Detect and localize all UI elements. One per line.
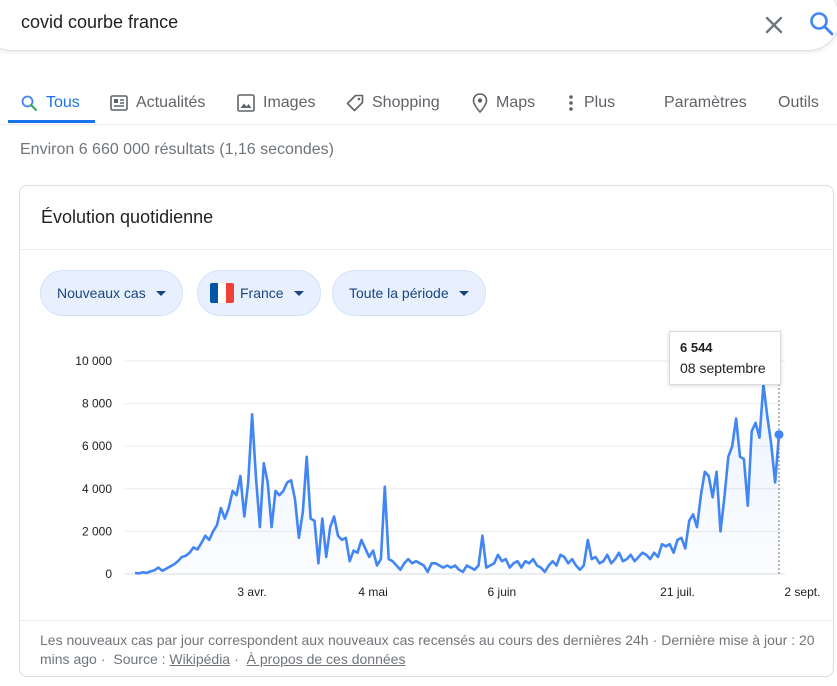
- x-tick-label: 2 sept.: [784, 585, 820, 599]
- period-dropdown[interactable]: Toute la période: [332, 270, 486, 316]
- result-stats: Environ 6 660 000 résultats (1,16 second…: [20, 141, 334, 158]
- footer-note: Les nouveaux cas par jour correspondent …: [40, 632, 649, 648]
- tab-label: Outils: [778, 94, 819, 111]
- series-line: [134, 383, 781, 575]
- x-tick-label: 21 juil.: [660, 585, 695, 599]
- region-dropdown[interactable]: France: [197, 270, 321, 316]
- tab-label: Actualités: [136, 94, 206, 111]
- x-tick-label: 4 mai: [358, 585, 387, 599]
- tab-label: Paramètres: [664, 94, 747, 111]
- source-link[interactable]: Wikipédia: [169, 651, 231, 667]
- card-title: Évolution quotidienne: [41, 207, 214, 227]
- tab-label: Maps: [496, 94, 536, 111]
- tab-more[interactable]: Plus: [568, 83, 615, 123]
- clear-icon[interactable]: [760, 11, 788, 39]
- chip-label: Toute la période: [349, 285, 449, 301]
- card-footer: Les nouveaux cas par jour correspondent …: [40, 632, 815, 667]
- search-box[interactable]: covid courbe france: [0, 0, 837, 51]
- caret-down-icon: [458, 290, 469, 296]
- france-flag-icon: [210, 283, 234, 303]
- chip-label: Nouveaux cas: [57, 285, 146, 301]
- tab-settings[interactable]: Paramètres: [664, 83, 747, 123]
- data-point[interactable]: [774, 430, 784, 440]
- about-data-link[interactable]: À propos de ces données: [246, 651, 406, 667]
- tab-label: Tous: [46, 94, 80, 111]
- x-tick-label: 6 juin: [488, 585, 517, 599]
- tab-label: Shopping: [372, 94, 440, 111]
- tag-icon: [346, 94, 364, 112]
- active-tab-indicator: [8, 120, 95, 123]
- tab-shopping[interactable]: Shopping: [346, 83, 440, 123]
- tab-news[interactable]: Actualités: [110, 83, 205, 123]
- divider: [20, 249, 833, 250]
- chart-tooltip: 6 544 08 septembre: [669, 331, 781, 385]
- caret-down-icon: [155, 290, 166, 296]
- map-pin-icon: [472, 93, 488, 113]
- x-tick-label: 3 avr.: [237, 585, 266, 599]
- search-icon[interactable]: [807, 9, 837, 39]
- tab-maps[interactable]: Maps: [472, 83, 535, 123]
- tab-label: Plus: [584, 94, 616, 111]
- search-input[interactable]: covid courbe france: [21, 12, 179, 32]
- y-tick-label: 4 000: [82, 482, 112, 496]
- tab-label: Images: [263, 94, 316, 111]
- news-icon: [110, 95, 128, 111]
- series-area: [135, 384, 779, 574]
- y-tick-label: 8 000: [82, 397, 112, 411]
- search-tabs: Tous Actualités Images Shopping Maps Plu…: [0, 83, 837, 125]
- divider: [20, 620, 833, 621]
- more-vert-icon: [569, 95, 573, 111]
- y-tick-label: 10 000: [75, 354, 112, 368]
- tooltip-date: 08 septembre: [680, 360, 766, 376]
- y-tick-label: 0: [105, 567, 112, 581]
- source-label: Source :: [113, 651, 166, 667]
- last-updated: Dernière mise à jour : 20 mins ago: [40, 632, 815, 667]
- cases-line-chart[interactable]: 10 000 8 000 6 000 4 000 2 000 0 3 avr. 4 mai 6 …: [20, 326, 835, 606]
- covid-stats-card: Évolution quotidienne Nouveaux cas Franc…: [19, 185, 834, 677]
- tab-images[interactable]: Images: [237, 83, 315, 123]
- tooltip-value: 6 544: [680, 340, 713, 355]
- caret-down-icon: [293, 290, 304, 296]
- y-tick-label: 6 000: [82, 439, 112, 453]
- image-icon: [237, 94, 255, 112]
- y-tick-label: 2 000: [82, 524, 112, 538]
- chip-label: France: [240, 285, 284, 301]
- search-icon: [21, 95, 37, 111]
- metric-dropdown[interactable]: Nouveaux cas: [40, 270, 183, 316]
- tab-tools[interactable]: Outils: [778, 83, 819, 123]
- tab-all[interactable]: Tous: [20, 83, 80, 123]
